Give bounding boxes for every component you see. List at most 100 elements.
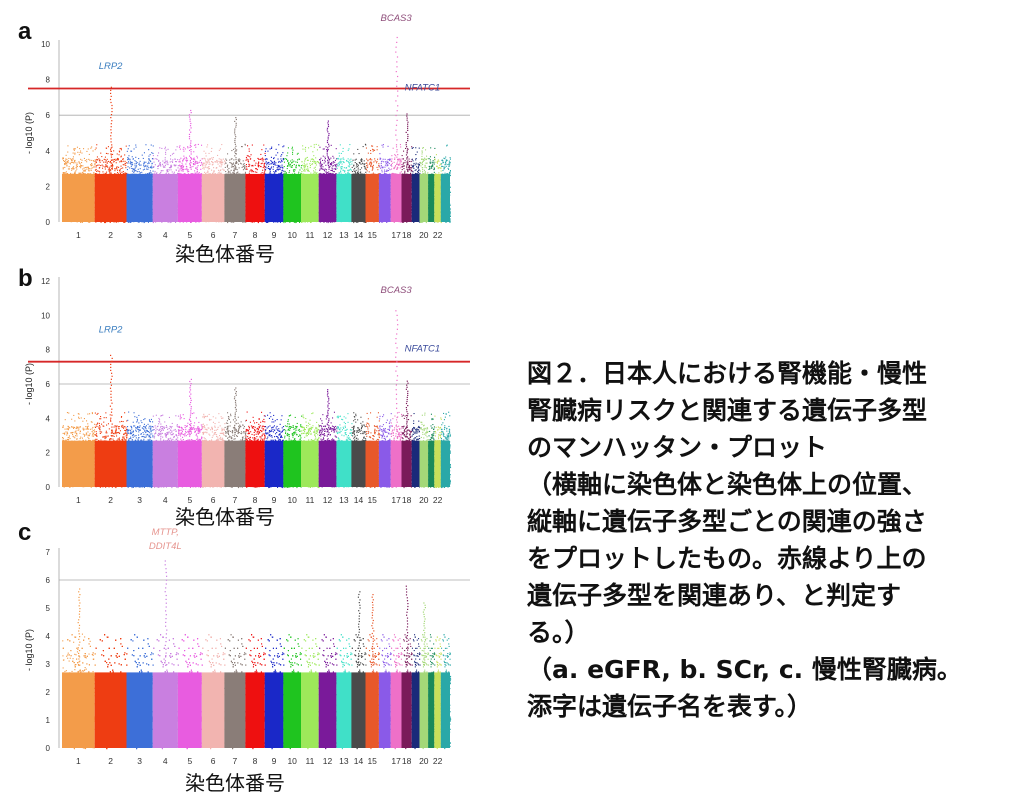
x-tick-label: 2 [108,756,113,766]
y-tick-label: 6 [46,111,51,120]
y-tick-label: 4 [46,632,51,641]
chromosome-points [351,591,367,750]
y-tick-label: 2 [46,449,51,458]
x-tick-label: 13 [339,756,349,766]
x-tick-label: 1 [76,495,81,505]
chromosome-points [336,413,353,488]
x-tick-label: 3 [137,495,142,505]
chromosome-points [283,634,303,750]
x-tick-label: 14 [354,495,364,505]
chromosome-points [351,412,367,488]
x-tick-label: 5 [188,230,193,240]
chromosome-points [351,143,367,224]
gene-annotation: BCAS3 [381,285,413,296]
chromosome-points [177,109,203,223]
y-tick-label: 2 [46,688,51,697]
y-tick-label: 6 [46,576,51,585]
gene-annotation: MTTP, [152,527,179,538]
x-tick-label: 1 [76,756,81,766]
chromosome-points [318,634,338,750]
x-tick-label: 6 [211,756,216,766]
x-tick-label: 20 [419,495,429,505]
y-tick-label: 0 [46,483,51,492]
chromosome-points [62,588,96,750]
x-tick-label: 5 [188,756,193,766]
x-tick-label: 6 [211,230,216,240]
x-tick-label: 8 [253,495,258,505]
x-tick-label: 4 [163,495,168,505]
caption-line: 縦軸に遺伝子多型ごとの関連の強さ [527,503,1007,540]
x-tick-label: 8 [253,230,258,240]
chromosome-points [283,414,303,489]
caption-line: （横軸に染色体と染色体上の位置、 [527,466,1007,503]
x-tick-label: 10 [287,230,297,240]
chromosome-points [365,145,380,223]
y-tick-label: 3 [46,660,51,669]
x-axis-label-a: 染色体番号 [175,238,275,267]
chromosome-points [390,36,403,223]
chromosome-points [126,634,154,750]
gene-annotation: LRP2 [99,325,123,336]
x-tick-label: 22 [433,230,443,240]
chromosome-points [264,412,285,489]
y-axis-label: - log10 (P) [24,363,34,405]
panel-a: a 0 2 4 6 8 10- log10 (P) 1 2 3 4 5 6 7 8 9 10 11 12 13 14 1… [0,0,470,267]
x-tick-label: 17 [391,756,401,766]
x-tick-label: 4 [163,756,168,766]
chromosome-points [62,145,96,223]
panel-letter-a: a [18,18,31,46]
x-tick-label: 20 [419,230,429,240]
chromosome-points [301,143,320,223]
chromosome-points [440,144,451,223]
chromosome-points [440,411,452,489]
chromosome-points [336,634,353,750]
x-tick-label: 15 [367,756,377,766]
x-tick-label: 18 [402,230,412,240]
chromosome-points [419,147,430,224]
x-tick-label: 10 [287,495,297,505]
x-tick-label: 17 [391,230,401,240]
x-tick-label: 11 [305,230,314,240]
chromosome-points [318,120,338,224]
x-tick-label: 12 [323,230,333,240]
chromosome-points [378,634,392,750]
chromosome-points [177,634,203,750]
x-tick-label: 9 [272,756,277,766]
x-tick-label: 18 [402,756,412,766]
chromosome-points [94,354,128,489]
x-tick-label: 1 [76,230,81,240]
chromosome-points [245,144,266,224]
chromosome-points [126,144,154,224]
x-tick-label: 3 [137,756,142,766]
chromosome-points [301,634,320,750]
y-tick-label: 1 [46,716,51,725]
chromosome-points [411,147,421,223]
caption-line: 添字は遺伝子名を表す。） [527,688,1007,725]
x-tick-label: 13 [339,495,349,505]
y-axis-label: - log10 (P) [24,629,34,671]
x-axis-label-c: 染色体番号 [185,767,285,796]
chromosome-points [411,413,421,488]
chromosome-points [126,411,154,489]
x-tick-label: 13 [339,230,349,240]
chromosome-points [264,634,285,750]
x-tick-label: 14 [354,230,364,240]
chromosome-points [336,144,353,223]
chromosome-points [94,634,128,750]
x-tick-label: 5 [188,495,193,505]
x-tick-label: 12 [323,495,333,505]
x-tick-label: 18 [402,495,412,505]
gene-annotation: BCAS3 [381,13,413,24]
x-tick-label: 14 [354,756,364,766]
chromosome-points [419,412,430,488]
x-tick-label: 2 [108,230,113,240]
chromosome-points [177,378,203,488]
chromosome-points [401,113,413,223]
chromosome-points [264,144,285,223]
chromosome-points [318,389,338,488]
x-tick-label: 15 [367,230,377,240]
chromosome-points [401,380,413,489]
y-tick-label: 8 [46,346,51,355]
